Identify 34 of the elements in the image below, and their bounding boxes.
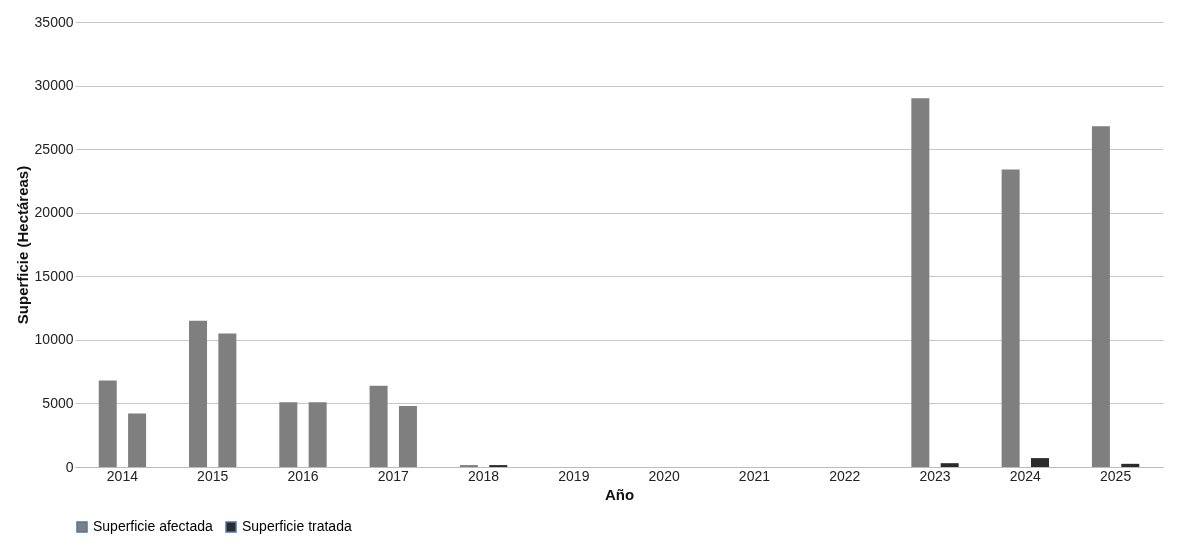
- x-tick-label: 2024: [1009, 467, 1042, 484]
- x-tick-label: 2023: [919, 467, 951, 484]
- x-tick-label: 2015: [197, 467, 229, 484]
- bar: [1030, 458, 1049, 467]
- x-tick-label: 2025: [1100, 467, 1132, 484]
- y-tick-label: 10000: [34, 331, 74, 348]
- y-axis-title: Superficie (Hectáreas): [13, 165, 31, 325]
- x-tick-label: 2017: [377, 467, 410, 484]
- y-tick-label: 25000: [34, 140, 74, 157]
- bar: [369, 385, 388, 467]
- bar: [911, 98, 930, 467]
- legend-label: Superficie tratada: [242, 518, 352, 534]
- x-tick-label: 2016: [287, 467, 319, 484]
- bar: [279, 402, 298, 467]
- y-tick-label: 30000: [34, 77, 74, 94]
- y-tick-label: 35000: [34, 13, 74, 30]
- bar: [98, 380, 117, 467]
- x-tick-label: 2019: [558, 467, 590, 484]
- y-tick-label: 20000: [34, 204, 74, 221]
- x-tick-label: 2021: [738, 467, 771, 484]
- y-tick-label: 5000: [42, 394, 74, 411]
- bar: [940, 463, 959, 467]
- bar: [189, 320, 208, 467]
- x-tick-label: 2014: [106, 467, 139, 484]
- x-axis-title: Año: [604, 485, 635, 503]
- legend-label: Superficie afectada: [93, 518, 214, 534]
- x-tick-label: 2018: [467, 467, 500, 484]
- bar: [1121, 463, 1140, 467]
- x-tick-label: 2020: [648, 467, 680, 484]
- y-tick-label: 15000: [34, 267, 74, 284]
- bar: [1001, 169, 1020, 467]
- bar: [1091, 126, 1110, 467]
- y-tick-label: 0: [65, 458, 74, 475]
- x-tick-label: 2022: [829, 467, 861, 484]
